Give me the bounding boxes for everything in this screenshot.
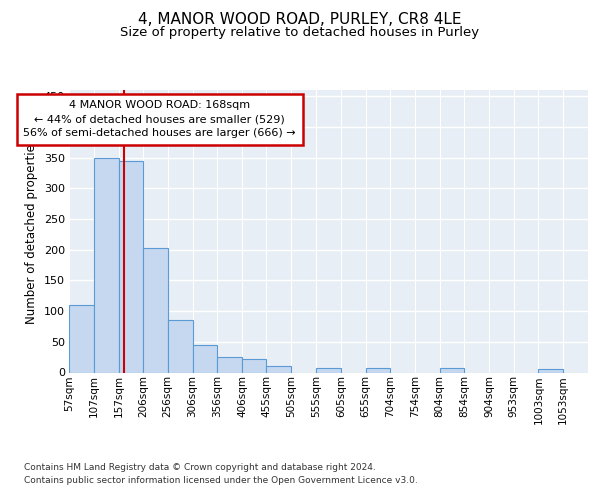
Text: 4 MANOR WOOD ROAD: 168sqm
← 44% of detached houses are smaller (529)
56% of semi: 4 MANOR WOOD ROAD: 168sqm ← 44% of detac… [23, 100, 296, 138]
Y-axis label: Number of detached properties: Number of detached properties [25, 138, 38, 324]
Bar [440, 368, 464, 372]
Bar [538, 370, 563, 372]
Bar [94, 158, 119, 372]
Bar [193, 345, 217, 372]
Bar [119, 160, 143, 372]
Bar [168, 320, 193, 372]
Text: Size of property relative to detached houses in Purley: Size of property relative to detached ho… [121, 26, 479, 39]
Bar [242, 359, 266, 372]
Bar [266, 366, 291, 372]
Bar [143, 248, 168, 372]
Text: Contains public sector information licensed under the Open Government Licence v3: Contains public sector information licen… [24, 476, 418, 485]
Bar [217, 357, 242, 372]
Bar [69, 305, 94, 372]
Text: Contains HM Land Registry data © Crown copyright and database right 2024.: Contains HM Land Registry data © Crown c… [24, 462, 376, 471]
Text: 4, MANOR WOOD ROAD, PURLEY, CR8 4LE: 4, MANOR WOOD ROAD, PURLEY, CR8 4LE [138, 12, 462, 28]
Bar [316, 368, 341, 372]
Bar [366, 368, 390, 372]
